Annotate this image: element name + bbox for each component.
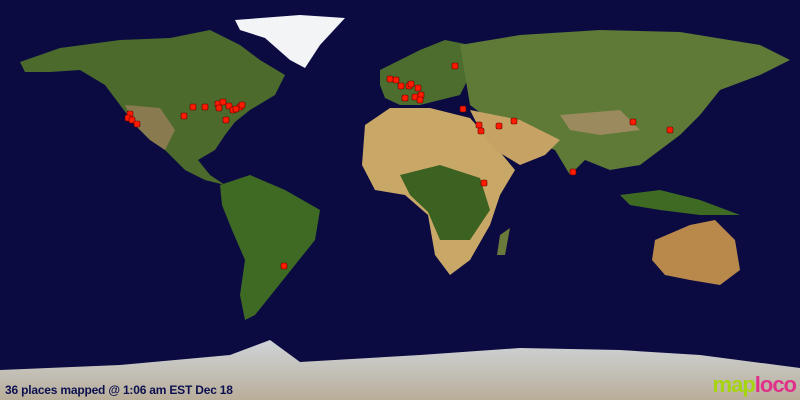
place-marker[interactable]: [280, 262, 288, 270]
central-africa-forest: [400, 165, 490, 240]
place-marker[interactable]: [189, 103, 197, 111]
place-marker[interactable]: [451, 62, 459, 70]
indonesia: [620, 190, 740, 215]
place-markers: [124, 62, 674, 270]
place-marker[interactable]: [180, 112, 188, 120]
maploco-logo[interactable]: maploco: [712, 372, 797, 398]
place-marker[interactable]: [629, 118, 637, 126]
place-marker[interactable]: [407, 80, 415, 88]
place-marker[interactable]: [232, 105, 240, 113]
place-marker[interactable]: [495, 122, 503, 130]
place-marker[interactable]: [392, 76, 400, 84]
place-marker[interactable]: [480, 179, 488, 187]
place-marker[interactable]: [201, 103, 209, 111]
greenland: [235, 15, 345, 68]
middle-east: [470, 110, 560, 165]
antarctica: [0, 340, 800, 400]
place-marker[interactable]: [397, 82, 405, 90]
logo-part-loco: loco: [754, 372, 797, 397]
place-marker[interactable]: [386, 75, 394, 83]
southwest-desert: [125, 105, 175, 150]
place-marker[interactable]: [219, 98, 227, 106]
places-mapped-status: 36 places mapped @ 1:06 am EST Dec 18: [5, 383, 233, 397]
place-marker[interactable]: [510, 117, 518, 125]
europe: [380, 40, 470, 105]
place-marker[interactable]: [569, 168, 577, 176]
australia: [652, 220, 740, 285]
place-marker[interactable]: [414, 84, 422, 92]
place-marker[interactable]: [222, 116, 230, 124]
madagascar: [497, 228, 510, 255]
place-marker[interactable]: [215, 104, 223, 112]
place-marker[interactable]: [459, 105, 467, 113]
place-marker[interactable]: [128, 116, 136, 124]
tibet: [560, 110, 640, 135]
place-marker[interactable]: [666, 126, 674, 134]
south-america: [220, 175, 320, 320]
place-marker[interactable]: [401, 94, 409, 102]
place-marker[interactable]: [475, 121, 483, 129]
place-marker[interactable]: [477, 127, 485, 135]
logo-part-map: map: [712, 372, 756, 397]
place-marker[interactable]: [238, 101, 246, 109]
place-marker[interactable]: [416, 96, 424, 104]
place-marker[interactable]: [133, 120, 141, 128]
